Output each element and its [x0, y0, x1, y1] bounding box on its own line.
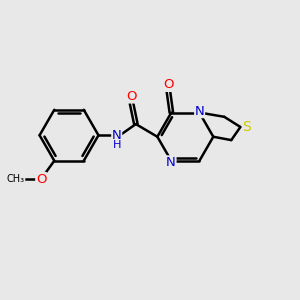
Text: S: S: [242, 120, 251, 134]
Text: N: N: [166, 156, 176, 169]
Text: N: N: [195, 105, 205, 118]
Text: N: N: [112, 129, 122, 142]
Text: O: O: [126, 90, 137, 103]
Text: H: H: [112, 140, 121, 150]
Text: CH₃: CH₃: [7, 174, 25, 184]
Text: O: O: [163, 78, 174, 91]
Text: O: O: [36, 172, 46, 185]
